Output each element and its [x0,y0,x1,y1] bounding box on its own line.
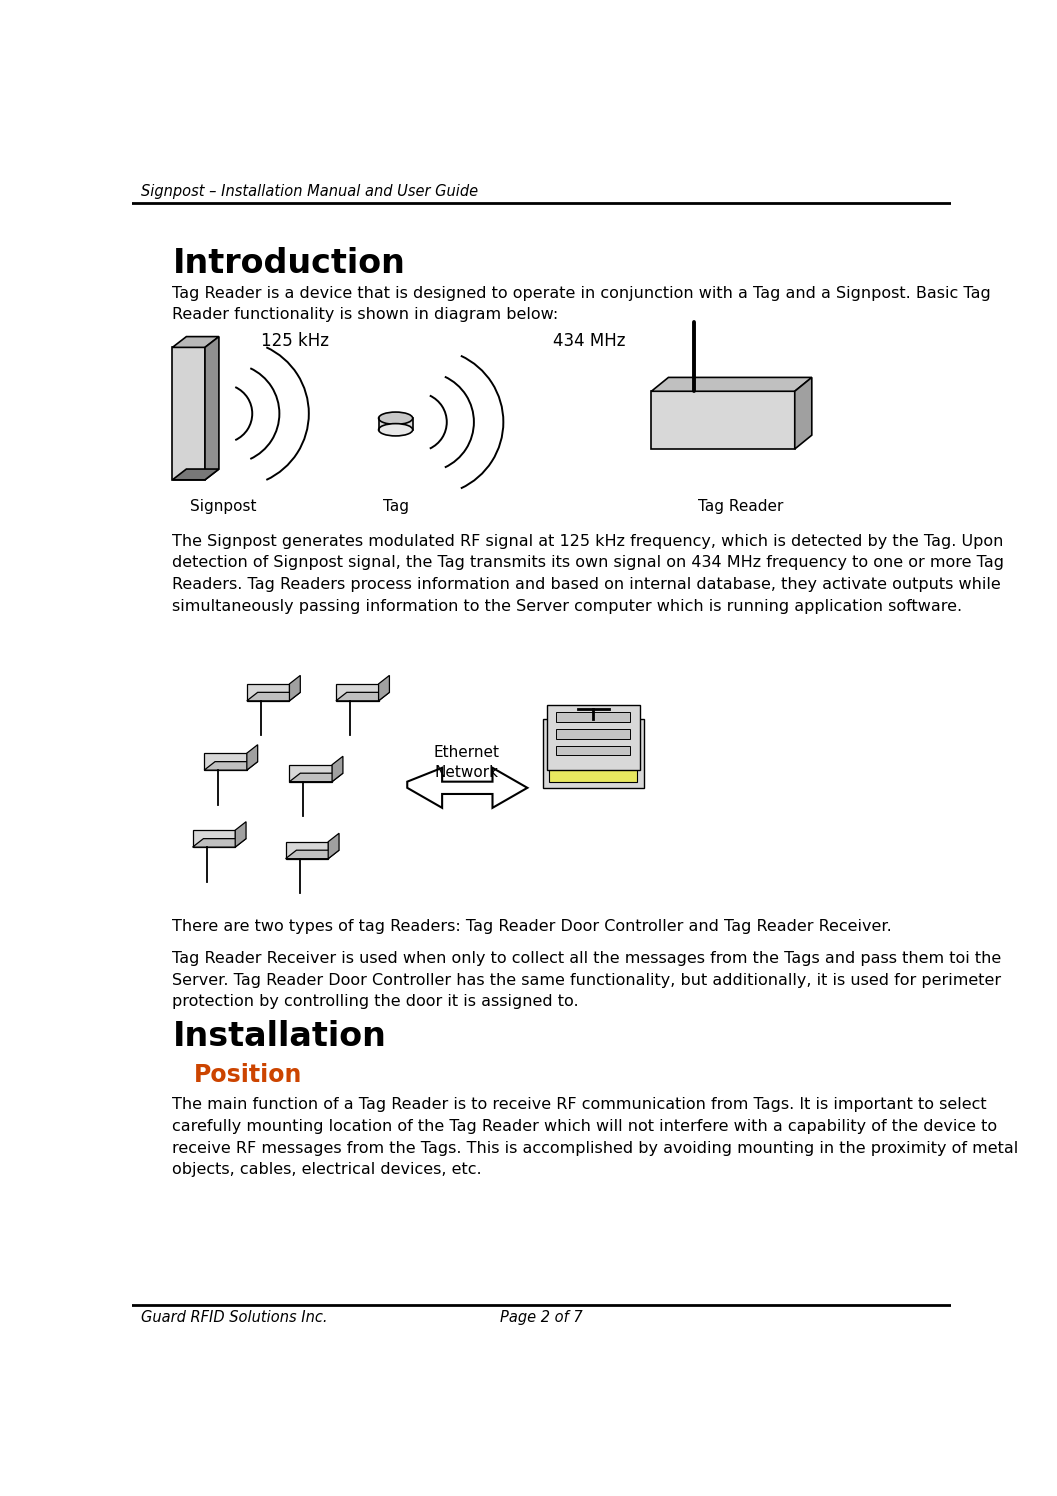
Polygon shape [285,850,339,859]
Polygon shape [651,377,812,392]
Polygon shape [172,470,219,480]
Text: Page 2 of 7: Page 2 of 7 [500,1310,582,1325]
Polygon shape [378,419,412,429]
Text: Tag Reader: Tag Reader [698,500,783,515]
Polygon shape [332,757,342,782]
Polygon shape [290,764,332,782]
Polygon shape [192,830,236,847]
Polygon shape [407,767,527,808]
Polygon shape [247,693,300,700]
Text: 125 kHz: 125 kHz [261,332,329,350]
Text: Ethernet
Network: Ethernet Network [434,745,500,781]
Polygon shape [192,839,246,847]
Polygon shape [546,705,639,770]
Polygon shape [336,684,378,700]
Ellipse shape [378,423,412,435]
Text: There are two types of tag Readers: Tag Reader Door Controller and Tag Reader Re: There are two types of tag Readers: Tag … [172,919,892,934]
Polygon shape [236,821,246,847]
Polygon shape [378,675,389,700]
Polygon shape [204,752,247,770]
Polygon shape [543,718,644,788]
Polygon shape [795,377,812,449]
Polygon shape [290,773,342,782]
Polygon shape [247,745,258,770]
Polygon shape [247,684,290,700]
Text: Tag Reader Receiver is used when only to collect all the messages from the Tags : Tag Reader Receiver is used when only to… [172,951,1002,1010]
Text: Tag Reader is a device that is designed to operate in conjunction with a Tag and: Tag Reader is a device that is designed … [172,286,991,322]
Polygon shape [651,392,795,449]
Polygon shape [556,730,630,739]
Polygon shape [204,761,258,770]
Polygon shape [290,675,300,700]
Ellipse shape [378,411,412,425]
Polygon shape [172,337,219,347]
Text: Guard RFID Solutions Inc.: Guard RFID Solutions Inc. [142,1310,328,1325]
Text: The Signpost generates modulated RF signal at 125 kHz frequency, which is detect: The Signpost generates modulated RF sign… [172,534,1004,613]
Polygon shape [549,724,637,782]
Text: The main function of a Tag Reader is to receive RF communication from Tags. It i: The main function of a Tag Reader is to … [172,1098,1019,1177]
Polygon shape [329,833,339,859]
Text: Signpost: Signpost [190,500,257,515]
Polygon shape [556,712,630,721]
Polygon shape [172,347,205,480]
Text: Tag: Tag [383,500,409,515]
Polygon shape [336,693,389,700]
Polygon shape [285,842,329,859]
Text: Signpost – Installation Manual and User Guide: Signpost – Installation Manual and User … [142,184,479,199]
Text: Installation: Installation [172,1020,386,1053]
Text: Position: Position [194,1064,302,1088]
Polygon shape [556,747,630,755]
Text: Introduction: Introduction [172,247,405,280]
Text: 434 MHz: 434 MHz [553,332,626,350]
Polygon shape [205,337,219,480]
